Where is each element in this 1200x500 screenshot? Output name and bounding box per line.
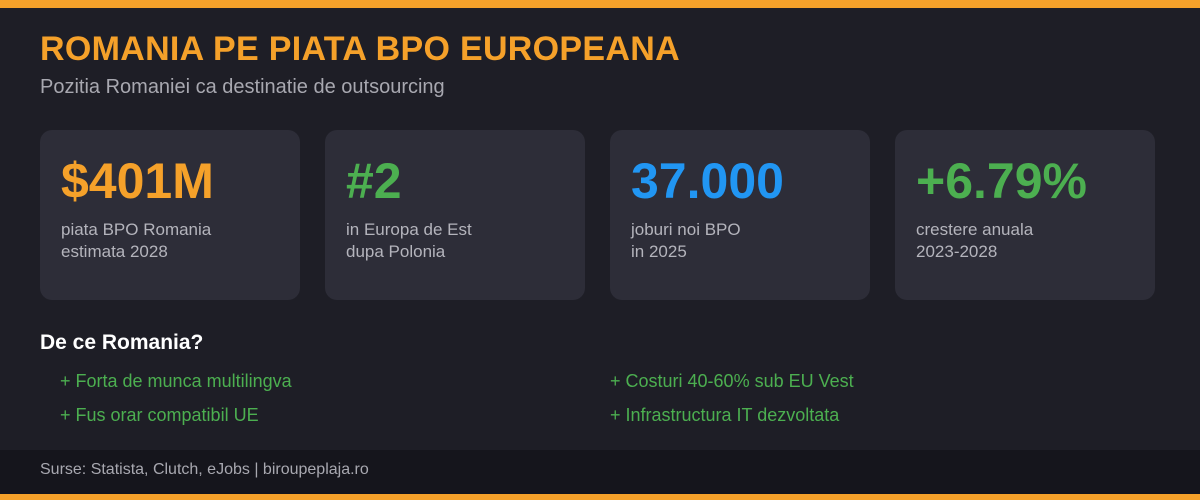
stat-label: crestere anuala: [916, 220, 1034, 239]
stat-label: piata BPO Romania: [61, 220, 212, 239]
reason-item: + Infrastructura IT dezvoltata: [610, 405, 840, 425]
stat-card: #2 in Europa de Est dupa Polonia: [325, 130, 585, 300]
stat-label: 2023-2028: [916, 242, 998, 261]
stat-label: in Europa de Est: [346, 220, 472, 239]
bottom-bar: [0, 494, 1200, 500]
stat-value: +6.79%: [916, 153, 1087, 209]
stat-label: estimata 2028: [61, 242, 168, 261]
stat-label: joburi noi BPO: [631, 220, 741, 239]
footer: Surse: Statista, Clutch, eJobs | biroupe…: [0, 450, 1200, 494]
reason-item: + Forta de munca multilingva: [60, 371, 292, 391]
stat-value: #2: [346, 153, 402, 209]
stat-label: in 2025: [631, 242, 687, 261]
subtitle: Pozitia Romaniei ca destinatie de outsou…: [40, 76, 445, 98]
source: Surse: Statista, Clutch, eJobs | biroupe…: [40, 461, 369, 478]
reason-item: + Fus orar compatibil UE: [60, 405, 259, 425]
stat-card: 37.000 joburi noi BPO in 2025: [610, 130, 870, 300]
section-title: De ce Romania?: [40, 331, 204, 354]
title: ROMANIA PE PIATA BPO EUROPEANA: [40, 30, 680, 68]
stat-card: $401M piata BPO Romania estimata 2028: [40, 130, 300, 300]
reason-item: + Costuri 40-60% sub EU Vest: [610, 371, 854, 391]
stat-value: $401M: [61, 153, 214, 209]
stat-value: 37.000: [631, 153, 784, 209]
stat-label: dupa Polonia: [346, 242, 446, 261]
stat-card: +6.79% crestere anuala 2023-2028: [895, 130, 1155, 300]
top-bar: [0, 0, 1200, 8]
